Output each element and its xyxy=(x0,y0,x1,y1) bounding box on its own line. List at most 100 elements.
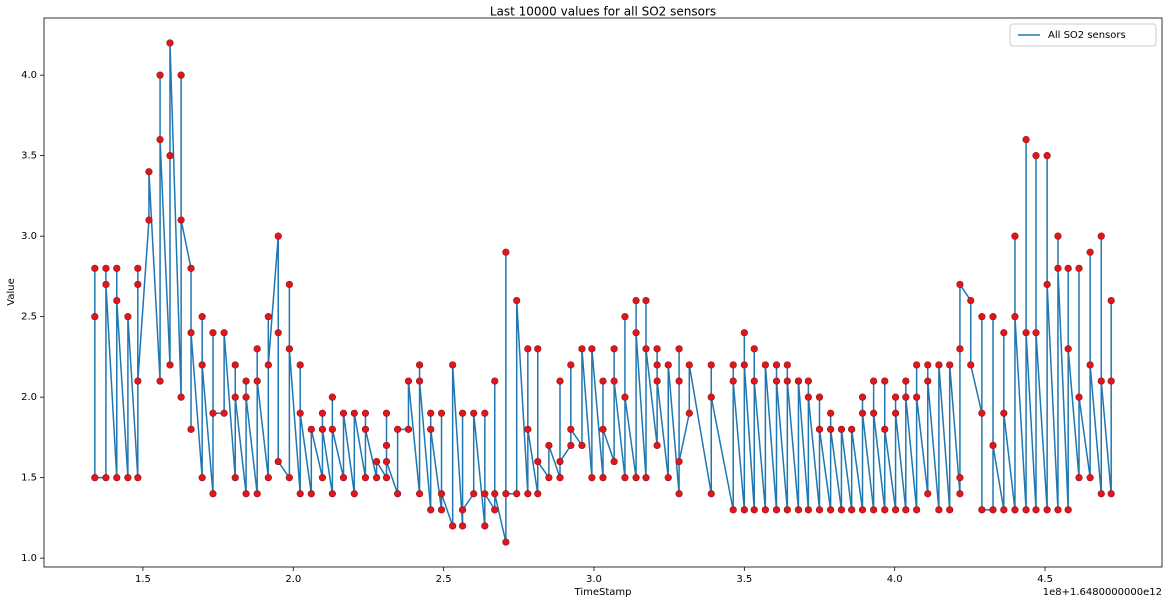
data-point xyxy=(610,345,618,353)
data-point xyxy=(599,474,607,482)
data-point xyxy=(209,329,217,337)
data-point xyxy=(664,361,672,369)
data-point xyxy=(1097,377,1105,385)
data-point xyxy=(470,490,478,498)
data-point xyxy=(967,361,975,369)
data-point xyxy=(166,361,174,369)
data-point xyxy=(946,361,954,369)
data-point xyxy=(253,345,261,353)
data-point xyxy=(187,329,195,337)
data-point xyxy=(761,361,769,369)
data-point xyxy=(481,490,489,498)
data-point xyxy=(588,474,596,482)
data-point xyxy=(1011,506,1019,514)
data-point xyxy=(318,425,327,433)
data-point xyxy=(361,409,370,417)
data-point xyxy=(177,216,185,224)
data-point xyxy=(642,474,650,482)
plot-frame xyxy=(43,17,1163,568)
data-point xyxy=(707,393,715,401)
y-tick-label: 2.5 xyxy=(21,312,37,323)
data-point xyxy=(145,216,153,224)
data-point xyxy=(783,506,791,514)
data-point xyxy=(858,506,867,514)
data-point xyxy=(91,313,99,321)
legend-box xyxy=(1009,23,1157,47)
data-point xyxy=(524,345,532,353)
data-point xyxy=(881,377,889,385)
data-point xyxy=(198,313,206,321)
data-point xyxy=(1097,490,1105,498)
data-point xyxy=(848,506,856,514)
y-tick-label: 3.0 xyxy=(21,231,37,242)
data-point xyxy=(318,474,327,482)
data-point xyxy=(891,393,900,401)
data-point xyxy=(740,329,748,337)
y-tick-label: 2.0 xyxy=(21,392,37,403)
data-point xyxy=(815,425,824,433)
data-point xyxy=(956,345,964,353)
data-point xyxy=(502,248,510,256)
data-point xyxy=(653,345,661,353)
x-tick-label: 1.5 xyxy=(135,574,151,585)
data-point xyxy=(198,361,206,369)
data-point xyxy=(1043,506,1051,514)
chart-title: Last 10000 values for all SO2 sensors xyxy=(490,5,716,19)
x-tick-label: 2.0 xyxy=(285,574,301,585)
x-tick-label: 4.5 xyxy=(1037,574,1053,585)
data-point xyxy=(524,425,532,433)
data-point xyxy=(231,474,239,482)
data-point xyxy=(956,474,964,482)
data-point xyxy=(458,409,467,417)
data-point xyxy=(946,506,954,514)
x-tick-label: 4.0 xyxy=(887,574,903,585)
data-point xyxy=(534,457,542,466)
data-point xyxy=(134,474,142,482)
data-point xyxy=(632,296,640,305)
data-point xyxy=(783,361,791,369)
data-point xyxy=(772,377,781,385)
data-point xyxy=(858,393,867,401)
data-point xyxy=(967,296,975,305)
data-point xyxy=(307,490,315,498)
data-point xyxy=(848,425,856,433)
data-point xyxy=(296,490,304,498)
data-point xyxy=(187,264,195,272)
data-point xyxy=(318,409,327,417)
data-point xyxy=(382,474,391,482)
data-point xyxy=(253,490,261,498)
y-axis-label: Value xyxy=(6,278,17,305)
data-point xyxy=(113,264,121,272)
data-point xyxy=(610,377,618,385)
data-point xyxy=(328,425,336,433)
data-point xyxy=(264,361,272,369)
data-point xyxy=(545,474,553,482)
data-point xyxy=(924,377,932,385)
data-point xyxy=(145,168,153,176)
data-point xyxy=(1032,506,1040,514)
y-tick-label: 1.5 xyxy=(21,473,37,484)
data-point xyxy=(361,425,370,433)
data-point xyxy=(1075,264,1083,272)
data-point xyxy=(113,474,121,482)
data-point xyxy=(102,264,110,272)
data-point xyxy=(491,490,499,498)
data-point xyxy=(891,506,900,514)
data-point xyxy=(134,264,142,272)
data-point xyxy=(470,409,478,417)
data-point xyxy=(750,377,758,385)
legend-label: All SO2 sensors xyxy=(1048,30,1126,41)
data-point xyxy=(956,490,964,498)
data-point xyxy=(491,506,499,514)
data-point xyxy=(209,490,217,498)
data-point xyxy=(858,409,867,417)
data-point xyxy=(815,506,824,514)
data-point xyxy=(827,425,835,433)
data-point xyxy=(481,522,489,530)
data-point xyxy=(382,409,391,417)
data-point xyxy=(913,506,921,514)
data-point xyxy=(534,490,542,498)
data-point xyxy=(187,425,195,433)
data-point xyxy=(1075,393,1083,401)
